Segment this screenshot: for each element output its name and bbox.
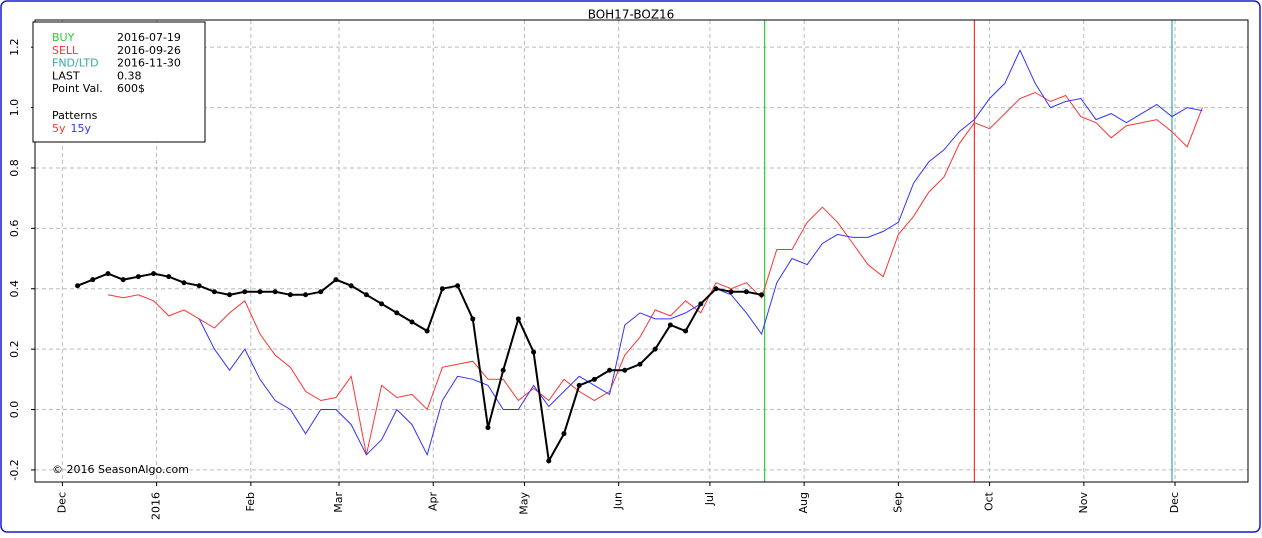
- copyright: © 2016 SeasonAlgo.com: [52, 463, 189, 476]
- point: [424, 328, 430, 334]
- grid: -0.2 0.0 0.2 0.4 0.6 0.8 1.0 1.2 Dec 2016 Feb Mar Ap…: [8, 20, 1248, 520]
- point: [333, 277, 339, 283]
- info-label: FND/LTD: [52, 57, 99, 70]
- y-tick-label: 0.0: [8, 401, 21, 419]
- point: [196, 283, 202, 289]
- series-line: [77, 272, 762, 464]
- x-tick-label: Mar: [332, 492, 345, 513]
- point: [515, 316, 521, 322]
- point: [257, 289, 263, 295]
- point: [242, 289, 248, 295]
- point: [607, 367, 613, 373]
- point: [394, 310, 400, 316]
- point: [470, 316, 476, 322]
- point: [318, 289, 324, 295]
- x-tick-label: May: [517, 492, 530, 515]
- point: [272, 289, 278, 295]
- x-tick-label: Nov: [1077, 492, 1090, 514]
- info-value: 2016-07-19: [117, 31, 181, 44]
- point: [667, 322, 673, 328]
- info-label: BUY: [52, 31, 75, 44]
- y-tick-label: 0.2: [8, 340, 21, 358]
- x-tick-label: Oct: [983, 491, 996, 511]
- point: [698, 301, 704, 307]
- point: [181, 280, 187, 286]
- x-tick-label: 2016: [150, 492, 163, 520]
- point: [743, 289, 749, 295]
- point: [576, 382, 582, 388]
- info-value: 2016-11-30: [117, 57, 181, 70]
- point: [561, 431, 567, 437]
- series-line: [107, 91, 1203, 455]
- point: [439, 286, 445, 292]
- point: [759, 292, 765, 298]
- x-tick-label: Aug: [797, 492, 810, 513]
- x-tick-label: Jul: [703, 492, 716, 506]
- point: [363, 292, 369, 298]
- point: [166, 274, 172, 280]
- point: [227, 292, 233, 298]
- point: [637, 361, 643, 367]
- info-label: SELL: [52, 44, 79, 57]
- point: [120, 277, 126, 283]
- info-value: 0.38: [117, 69, 142, 82]
- y-tick-label: 0.4: [8, 280, 21, 298]
- x-tick-label: Jun: [612, 492, 625, 510]
- point: [75, 283, 81, 289]
- x-tick-label: Dec: [55, 492, 68, 513]
- plot: [75, 20, 1203, 482]
- info-value: 600$: [117, 82, 145, 95]
- point: [728, 289, 734, 295]
- y-tick-label: 0.8: [8, 159, 21, 177]
- legend-entry: 5y: [52, 122, 66, 135]
- chart-title: BOH17-BOZ16: [588, 8, 675, 22]
- y-tick-label: 1.2: [8, 38, 21, 56]
- point: [135, 274, 141, 280]
- point: [105, 271, 111, 277]
- point: [652, 346, 658, 352]
- point: [500, 367, 506, 373]
- point: [455, 283, 461, 289]
- point: [622, 367, 628, 373]
- plot-border: [34, 19, 1249, 483]
- point: [90, 277, 96, 283]
- y-tick-label: 0.6: [8, 220, 21, 238]
- y-tick-label: 1.0: [8, 99, 21, 117]
- point: [713, 286, 719, 292]
- point: [348, 283, 354, 289]
- legend-entry: 15y: [71, 122, 92, 135]
- point: [531, 349, 537, 355]
- point: [303, 292, 309, 298]
- point: [683, 328, 689, 334]
- point: [591, 376, 597, 382]
- x-tick-label: Feb: [244, 492, 257, 511]
- point: [287, 292, 293, 298]
- info-box: BUY 2016-07-19 SELL 2016-09-26 FND/LTD 2016-1…: [32, 21, 206, 143]
- y-tick-label: -0.2: [8, 459, 21, 480]
- legend-title: Patterns: [52, 109, 98, 122]
- x-tick-label: Apr: [426, 492, 439, 512]
- point: [151, 271, 157, 277]
- point: [485, 425, 491, 431]
- point: [546, 458, 552, 464]
- point: [409, 319, 415, 325]
- point: [211, 289, 217, 295]
- info-label: Point Val.: [52, 82, 103, 95]
- x-tick-label: Dec: [1168, 492, 1181, 513]
- point: [379, 301, 385, 307]
- x-tick-label: Sep: [891, 492, 904, 513]
- info-label: LAST: [52, 69, 80, 82]
- info-box-frame: [32, 21, 206, 143]
- info-value: 2016-09-26: [117, 44, 181, 57]
